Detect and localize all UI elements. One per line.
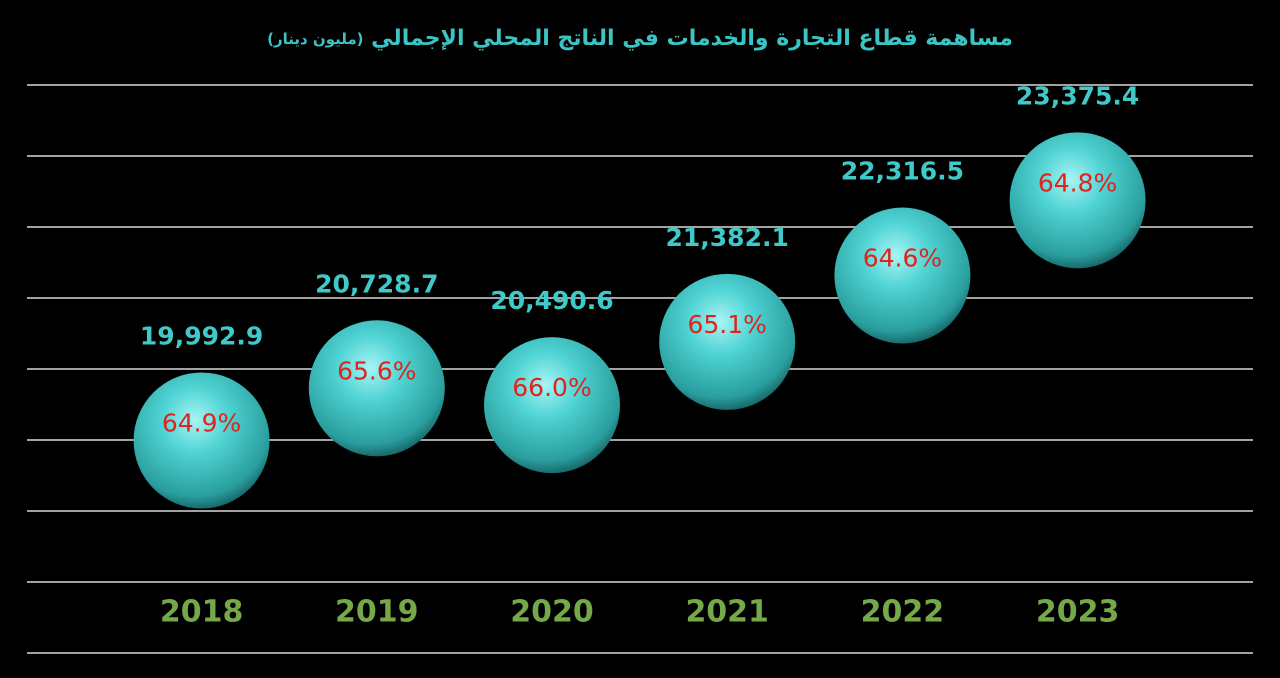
x-tick-label: 2023 [1036, 595, 1120, 630]
share-label: 65.1% [687, 310, 766, 339]
subtitle: (مليون دينار) [267, 30, 363, 48]
share-label: 66.0% [512, 373, 591, 402]
x-tick-label: 2019 [335, 595, 419, 630]
title: مساهمة قطاع التجارة والخدمات في الناتج ا… [371, 26, 1013, 51]
value-label: 23,375.4 [1016, 81, 1139, 110]
value-label: 20,490.6 [490, 286, 613, 315]
chart-title: مساهمة قطاع التجارة والخدمات في الناتج ا… [267, 26, 1013, 51]
x-tick-label: 2022 [861, 595, 945, 630]
value-label: 22,316.5 [841, 157, 964, 186]
bubble [659, 273, 796, 410]
value-label: 21,382.1 [666, 223, 789, 252]
value-label: 20,728.7 [315, 269, 438, 298]
value-label: 19,992.9 [140, 322, 263, 351]
share-label: 64.8% [1038, 168, 1117, 197]
bubble [484, 337, 620, 474]
x-tick-label: 2021 [685, 595, 769, 630]
bubble [308, 320, 445, 457]
share-label: 64.6% [863, 244, 942, 273]
bubble [1009, 132, 1146, 269]
bubble [133, 372, 270, 509]
bubble [834, 207, 971, 344]
x-tick-label: 2020 [510, 595, 594, 630]
share-label: 64.9% [162, 409, 241, 438]
x-tick-label: 2018 [160, 595, 244, 630]
share-label: 65.6% [337, 356, 416, 385]
